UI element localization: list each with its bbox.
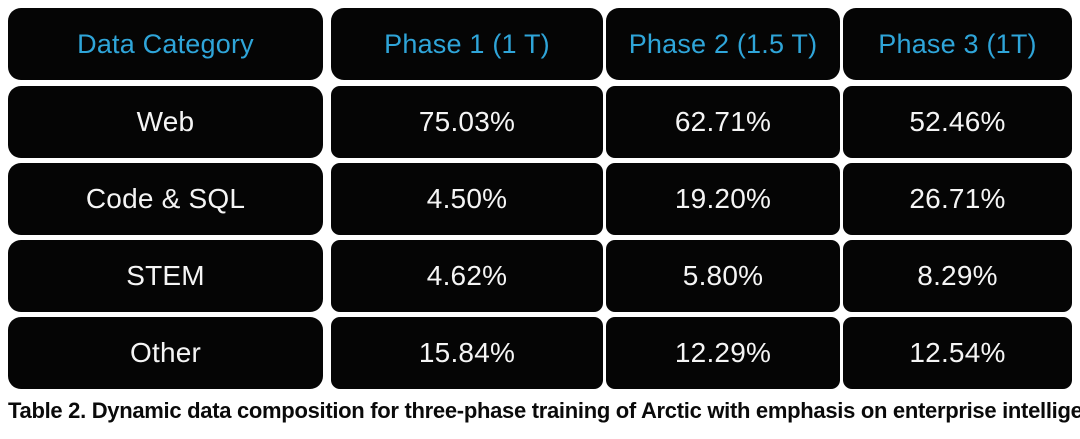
table-header-row: Data Category Phase 1 (1 T) Phase 2 (1.5… [8, 8, 1072, 80]
header-cell-phase-2: Phase 2 (1.5 T) [606, 8, 840, 80]
cell-value: 12.54% [843, 317, 1072, 389]
row-label: Web [8, 86, 323, 158]
row-label: Code & SQL [8, 163, 323, 235]
cell-value: 8.29% [843, 240, 1072, 312]
header-cell-phase-1: Phase 1 (1 T) [331, 8, 603, 80]
table-row-code-sql: Code & SQL 4.50% 19.20% 26.71% [8, 163, 1072, 235]
data-composition-table: Data Category Phase 1 (1 T) Phase 2 (1.5… [8, 8, 1072, 389]
table-row-stem: STEM 4.62% 5.80% 8.29% [8, 240, 1072, 312]
cell-value: 75.03% [331, 86, 603, 158]
cell-value: 4.62% [331, 240, 603, 312]
cell-value: 62.71% [606, 86, 840, 158]
row-label: STEM [8, 240, 323, 312]
cell-value: 12.29% [606, 317, 840, 389]
cell-value: 26.71% [843, 163, 1072, 235]
cell-value: 15.84% [331, 317, 603, 389]
table-row-other: Other 15.84% 12.29% 12.54% [8, 317, 1072, 389]
cell-value: 52.46% [843, 86, 1072, 158]
header-cell-phase-3: Phase 3 (1T) [843, 8, 1072, 80]
cell-value: 19.20% [606, 163, 840, 235]
cell-value: 4.50% [331, 163, 603, 235]
cell-value: 5.80% [606, 240, 840, 312]
row-label: Other [8, 317, 323, 389]
header-cell-data-category: Data Category [8, 8, 323, 80]
table-row-web: Web 75.03% 62.71% 52.46% [8, 86, 1072, 158]
table-caption: Table 2. Dynamic data composition for th… [8, 398, 1080, 423]
